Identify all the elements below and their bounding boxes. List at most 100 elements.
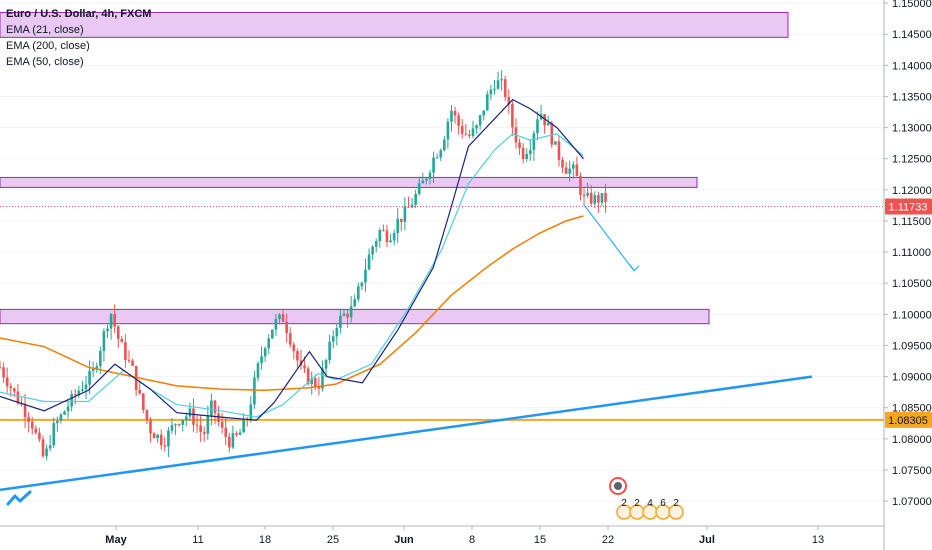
candle-body <box>192 408 195 425</box>
candle-body <box>285 321 288 334</box>
candle-body <box>202 431 206 434</box>
candle-body <box>281 314 285 322</box>
price-tick-label: 1.07000 <box>892 496 932 508</box>
candle-body <box>213 400 217 414</box>
candle-body <box>357 286 360 300</box>
support-price-label: 1.08305 <box>888 415 928 427</box>
time-tick-label: Jun <box>394 534 414 546</box>
candle-body <box>199 425 202 432</box>
time-tick-label: 13 <box>812 534 824 546</box>
candle-body <box>27 417 30 422</box>
candle-body <box>571 164 575 169</box>
candle-body <box>364 269 367 283</box>
time-tick-label: 11 <box>192 534 203 546</box>
legend-ema21[interactable]: EMA (21, close) <box>6 24 84 36</box>
event-count: 2 <box>673 498 679 509</box>
price-tick-label: 1.07500 <box>892 465 932 477</box>
price-tick-label: 1.09000 <box>892 372 932 384</box>
candle-body <box>170 425 174 431</box>
event-count: 2 <box>621 498 627 509</box>
current-price-line: 1.11733 <box>0 198 932 215</box>
candle-body <box>435 157 439 159</box>
tradingview-logo-icon[interactable] <box>6 490 32 508</box>
candle-body <box>589 192 593 204</box>
candle-body <box>224 427 228 437</box>
candle-body <box>99 350 102 367</box>
candle-body <box>446 121 450 140</box>
candle-body <box>439 150 443 158</box>
ascending-trendline <box>0 375 813 492</box>
resistance-zones <box>0 11 789 325</box>
candle-body <box>145 410 149 421</box>
candle-body <box>9 386 13 389</box>
ema50-line <box>0 133 584 418</box>
candle-body <box>396 218 400 234</box>
price-tick-label: 1.08500 <box>892 403 932 415</box>
candle-body <box>217 413 220 422</box>
projection-arrow-head <box>629 264 640 272</box>
candle-body <box>521 148 525 160</box>
legend-ema200[interactable]: EMA (200, close) <box>6 40 90 52</box>
candle-body <box>2 367 5 378</box>
candle-body <box>407 206 410 208</box>
candle-body <box>231 433 235 448</box>
trendline <box>0 375 813 492</box>
candle-body <box>353 299 357 307</box>
candle-body <box>568 168 572 174</box>
candle-body <box>45 448 48 457</box>
candle-body <box>600 193 604 203</box>
candle-body <box>500 79 503 81</box>
price-tick-label: 1.12000 <box>892 185 932 197</box>
candle-body <box>346 313 349 318</box>
candle-body <box>124 342 127 360</box>
candle-body <box>575 164 579 177</box>
price-tick-label: 1.11000 <box>892 247 931 259</box>
candle-body <box>181 420 185 425</box>
candle-body <box>23 404 27 418</box>
candle-body <box>63 411 66 415</box>
candle-body <box>382 230 385 232</box>
candle-body <box>288 333 292 345</box>
candle-body <box>271 329 274 339</box>
price-tick-label: 1.08000 <box>892 434 932 446</box>
candle-body <box>525 153 529 160</box>
price-tick-label: 1.10000 <box>892 309 932 321</box>
price-tick-label: 1.15000 <box>892 0 932 10</box>
time-tick-label: 18 <box>259 534 271 546</box>
candle-body <box>52 423 56 446</box>
candle-body <box>414 194 417 205</box>
candle-body <box>410 204 414 208</box>
candle-body <box>73 393 77 396</box>
candle-body <box>120 338 124 343</box>
projection-arrow <box>582 203 635 272</box>
candle-body <box>528 150 532 154</box>
candle-body <box>220 421 224 428</box>
candle-body <box>59 414 63 422</box>
candle-body <box>195 424 199 426</box>
price-tick-label: 1.11500 <box>892 216 931 228</box>
time-axis: May 11 18 25 Jun 8 15 22 Jul 13 <box>105 526 824 546</box>
ema200-line <box>0 215 584 392</box>
candle-body <box>425 178 428 181</box>
time-tick-label: Jul <box>699 534 715 546</box>
candle-body <box>30 421 34 429</box>
price-tick-label: 1.13000 <box>892 123 932 135</box>
legend-ema50[interactable]: EMA (50, close) <box>6 56 84 68</box>
candle-body <box>579 176 582 195</box>
candle-body <box>303 365 306 369</box>
candle-body <box>152 433 156 439</box>
symbol-title[interactable]: Euro / U.S. Dollar, 4h, FXCM <box>6 8 152 20</box>
candle-body <box>453 110 457 116</box>
event-count: 6 <box>660 498 666 509</box>
candle-body <box>159 434 163 446</box>
candle-body <box>56 421 59 424</box>
current-price-badge <box>885 198 932 215</box>
candle-body <box>142 393 145 411</box>
candle-body <box>116 326 120 339</box>
candle-body <box>478 115 482 126</box>
candle-body <box>260 356 263 364</box>
candle-body <box>511 104 514 128</box>
candle-body <box>310 378 314 385</box>
